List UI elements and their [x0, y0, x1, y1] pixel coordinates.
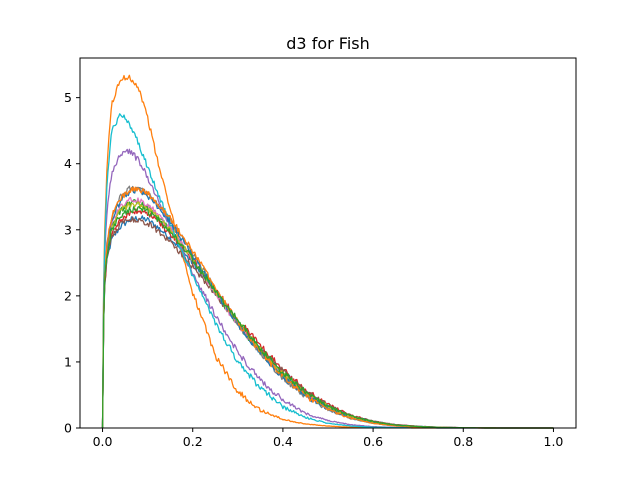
y-tick-label: 0 — [64, 421, 72, 436]
x-tick-label: 0.4 — [273, 434, 293, 449]
x-tick-label: 0.6 — [363, 434, 383, 449]
y-tick-label: 2 — [64, 288, 72, 303]
y-tick-label: 5 — [64, 90, 72, 105]
y-tick-label: 4 — [64, 156, 72, 171]
y-tick-label: 1 — [64, 354, 72, 369]
y-tick-label: 3 — [64, 222, 72, 237]
x-axis: 0.0 0.2 0.4 0.6 0.8 1.0 — [93, 428, 564, 449]
x-tick-label: 0.0 — [93, 434, 113, 449]
plot-frame — [79, 57, 577, 429]
x-tick-label: 0.8 — [453, 434, 473, 449]
chart-title: d3 for Fish — [286, 34, 369, 53]
x-tick-label: 0.2 — [183, 434, 203, 449]
y-axis: 0 1 2 3 4 5 — [64, 90, 80, 436]
x-tick-label: 1.0 — [544, 434, 564, 449]
